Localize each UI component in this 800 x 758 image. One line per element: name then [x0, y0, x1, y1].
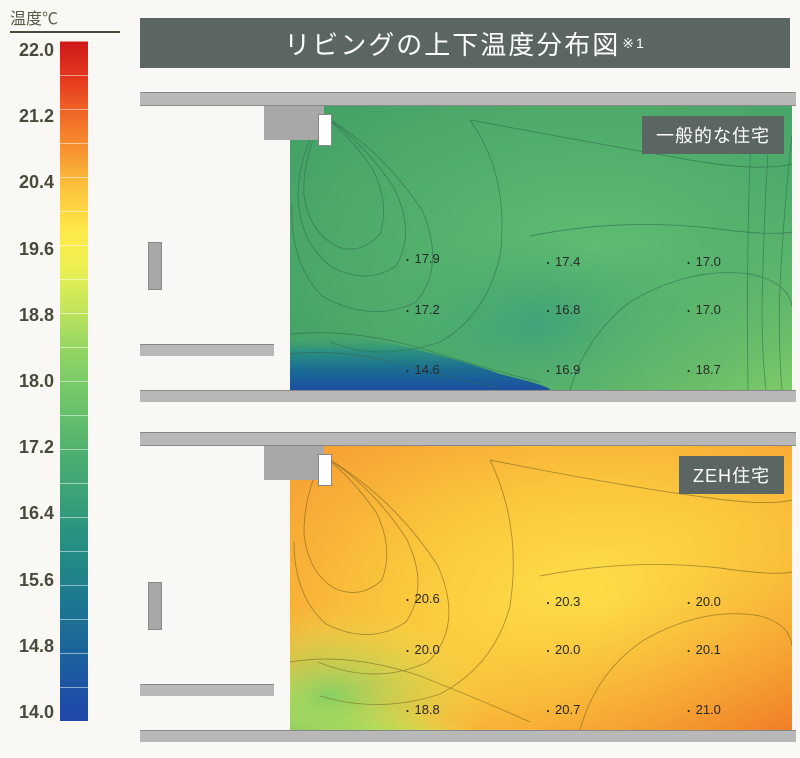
legend-tick: 16.4 [10, 504, 60, 522]
legend-tick: 22.0 [10, 41, 60, 59]
legend-tick: 18.0 [10, 372, 60, 390]
title-text: リビングの上下温度分布図 [284, 25, 620, 62]
chart-title: リビングの上下温度分布図 ※1 [140, 18, 790, 68]
legend-title: 温度℃ [10, 5, 120, 29]
legend-tick-labels: 22.0 21.2 20.4 19.6 18.8 18.0 17.2 16.4 … [10, 41, 60, 721]
legend-tick: 19.6 [10, 240, 60, 258]
panel-zeh-house: 20.620.320.020.020.020.118.820.721.0 ZEH… [140, 432, 796, 742]
legend-tick: 18.8 [10, 306, 60, 324]
panel-general-house: 17.917.417.017.216.817.014.616.918.7 一般的… [140, 92, 796, 402]
legend-tick: 15.6 [10, 571, 60, 589]
legend-tick: 14.8 [10, 637, 60, 655]
panel-label-general: 一般的な住宅 [642, 116, 784, 154]
colorbar [60, 41, 88, 721]
title-superscript: ※1 [622, 35, 646, 52]
legend-tick: 14.0 [10, 703, 60, 721]
legend-divider [10, 31, 120, 33]
legend-tick: 17.2 [10, 438, 60, 456]
panel-label-zeh: ZEH住宅 [679, 456, 784, 494]
legend-tick: 21.2 [10, 107, 60, 125]
legend-tick: 20.4 [10, 173, 60, 191]
temperature-legend: 温度℃ 22.0 21.2 20.4 19.6 18.8 18.0 17.2 1… [10, 5, 120, 721]
